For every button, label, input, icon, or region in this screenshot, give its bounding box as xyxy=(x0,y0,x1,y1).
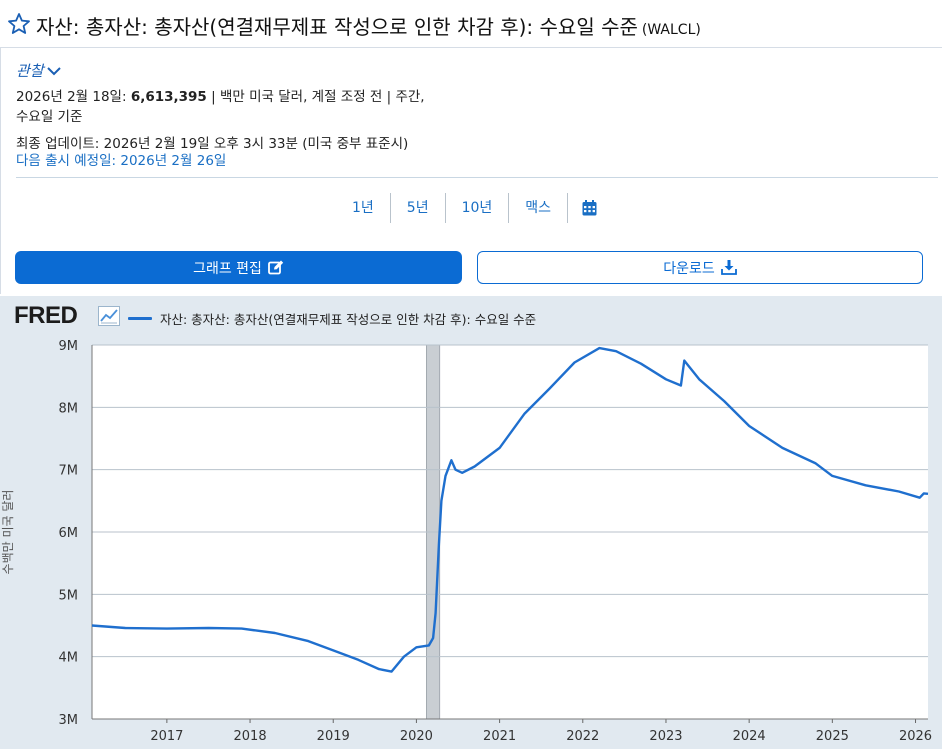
y-tick-label: 7M xyxy=(59,464,79,479)
x-tick-label: 2017 xyxy=(150,729,183,744)
star-icon[interactable] xyxy=(7,12,31,36)
download-icon xyxy=(720,260,737,275)
chart-legend: 자산: 총자산: 총자산(연결재무제표 작성으로 인한 차감 후): 수요일 수… xyxy=(128,309,536,328)
series-line xyxy=(91,346,929,673)
range-divider xyxy=(508,193,510,223)
range-1y-button[interactable]: 1년 xyxy=(352,200,374,216)
edit-icon xyxy=(268,260,284,275)
observation-summary: 2026년 2월 18일: 6,613,395 | 백만 미국 달러, 계절 조… xyxy=(16,87,466,127)
y-tick-label: 3M xyxy=(59,713,79,728)
observation-frequency: 수요일 기준 xyxy=(16,109,83,125)
observation-value: 6,613,395 xyxy=(130,89,207,105)
title-bar: 자산: 총자산: 총자산(연결재무제표 작성으로 인한 차감 후): 수요일 수… xyxy=(0,0,942,48)
fred-logo: FRED xyxy=(14,302,78,329)
calendar-button[interactable] xyxy=(568,193,611,223)
series-code: (WALCL) xyxy=(641,22,701,38)
range-10y-button[interactable]: 10년 xyxy=(461,200,493,216)
range-max-button[interactable]: 맥스 xyxy=(525,200,552,216)
y-tick-label: 8M xyxy=(59,401,79,416)
chevron-down-icon xyxy=(46,66,61,75)
legend-swatch xyxy=(128,317,152,320)
range-divider xyxy=(567,193,569,223)
y-tick-label: 5M xyxy=(59,588,79,603)
x-tick-label: 2019 xyxy=(317,729,350,744)
last-updated: 최종 업데이트: 2026년 2월 19일 오후 3시 33분 (미국 중부 표… xyxy=(16,136,409,152)
x-tick-label: 2022 xyxy=(566,729,599,744)
observation-units: | 백만 미국 달러, 계절 조정 전 | 주간, xyxy=(211,89,425,105)
range-5y-button[interactable]: 5년 xyxy=(406,200,429,216)
line-chart: 3M 4M 5M 6M 7M 8M 9M 2017 2018 2019 2020 2021 2022 20… xyxy=(1,339,932,744)
x-tick-label: 2018 xyxy=(234,729,267,744)
x-tick-label: 2024 xyxy=(733,729,766,744)
observation-toggle-label: 관찰 xyxy=(16,62,44,80)
range-divider xyxy=(389,193,391,223)
fred-chart-icon xyxy=(98,306,120,326)
y-tick-label: 4M xyxy=(59,651,79,666)
y-tick-label: 6M xyxy=(59,526,79,541)
series-title: 자산: 총자산: 총자산(연결재무제표 작성으로 인한 차감 후): 수요일 수… xyxy=(36,15,638,39)
page-title: 자산: 총자산: 총자산(연결재무제표 작성으로 인한 차감 후): 수요일 수… xyxy=(36,11,701,40)
x-tick-label: 2021 xyxy=(483,729,516,744)
observation-toggle[interactable]: 관찰 xyxy=(16,60,61,81)
x-tick-label: 2020 xyxy=(400,729,433,744)
date-range-selector: 1년 5년 10년 맥스 xyxy=(336,193,611,223)
y-axis-label: 수백만 미국 달러 xyxy=(1,490,15,575)
x-tick-label: 2025 xyxy=(816,729,849,744)
divider xyxy=(16,177,938,178)
x-tick-label: 2023 xyxy=(649,729,682,744)
next-release-link[interactable]: 다음 출시 예정일: 2026년 2월 26일 xyxy=(16,153,227,169)
edit-graph-label: 그래프 편집 xyxy=(193,260,262,277)
range-divider xyxy=(444,193,446,223)
x-tick-label: 2026 xyxy=(899,729,932,744)
download-button[interactable]: 다운로드 xyxy=(477,251,923,284)
edit-graph-button[interactable]: 그래프 편집 xyxy=(15,251,462,284)
download-label: 다운로드 xyxy=(663,260,715,277)
observation-date: 2026년 2월 18일: xyxy=(16,89,127,105)
legend-label: 자산: 총자산: 총자산(연결재무제표 작성으로 인한 차감 후): 수요일 수… xyxy=(160,312,537,327)
y-tick-label: 9M xyxy=(59,339,79,354)
calendar-icon xyxy=(582,200,597,216)
panel-border xyxy=(0,48,1,294)
